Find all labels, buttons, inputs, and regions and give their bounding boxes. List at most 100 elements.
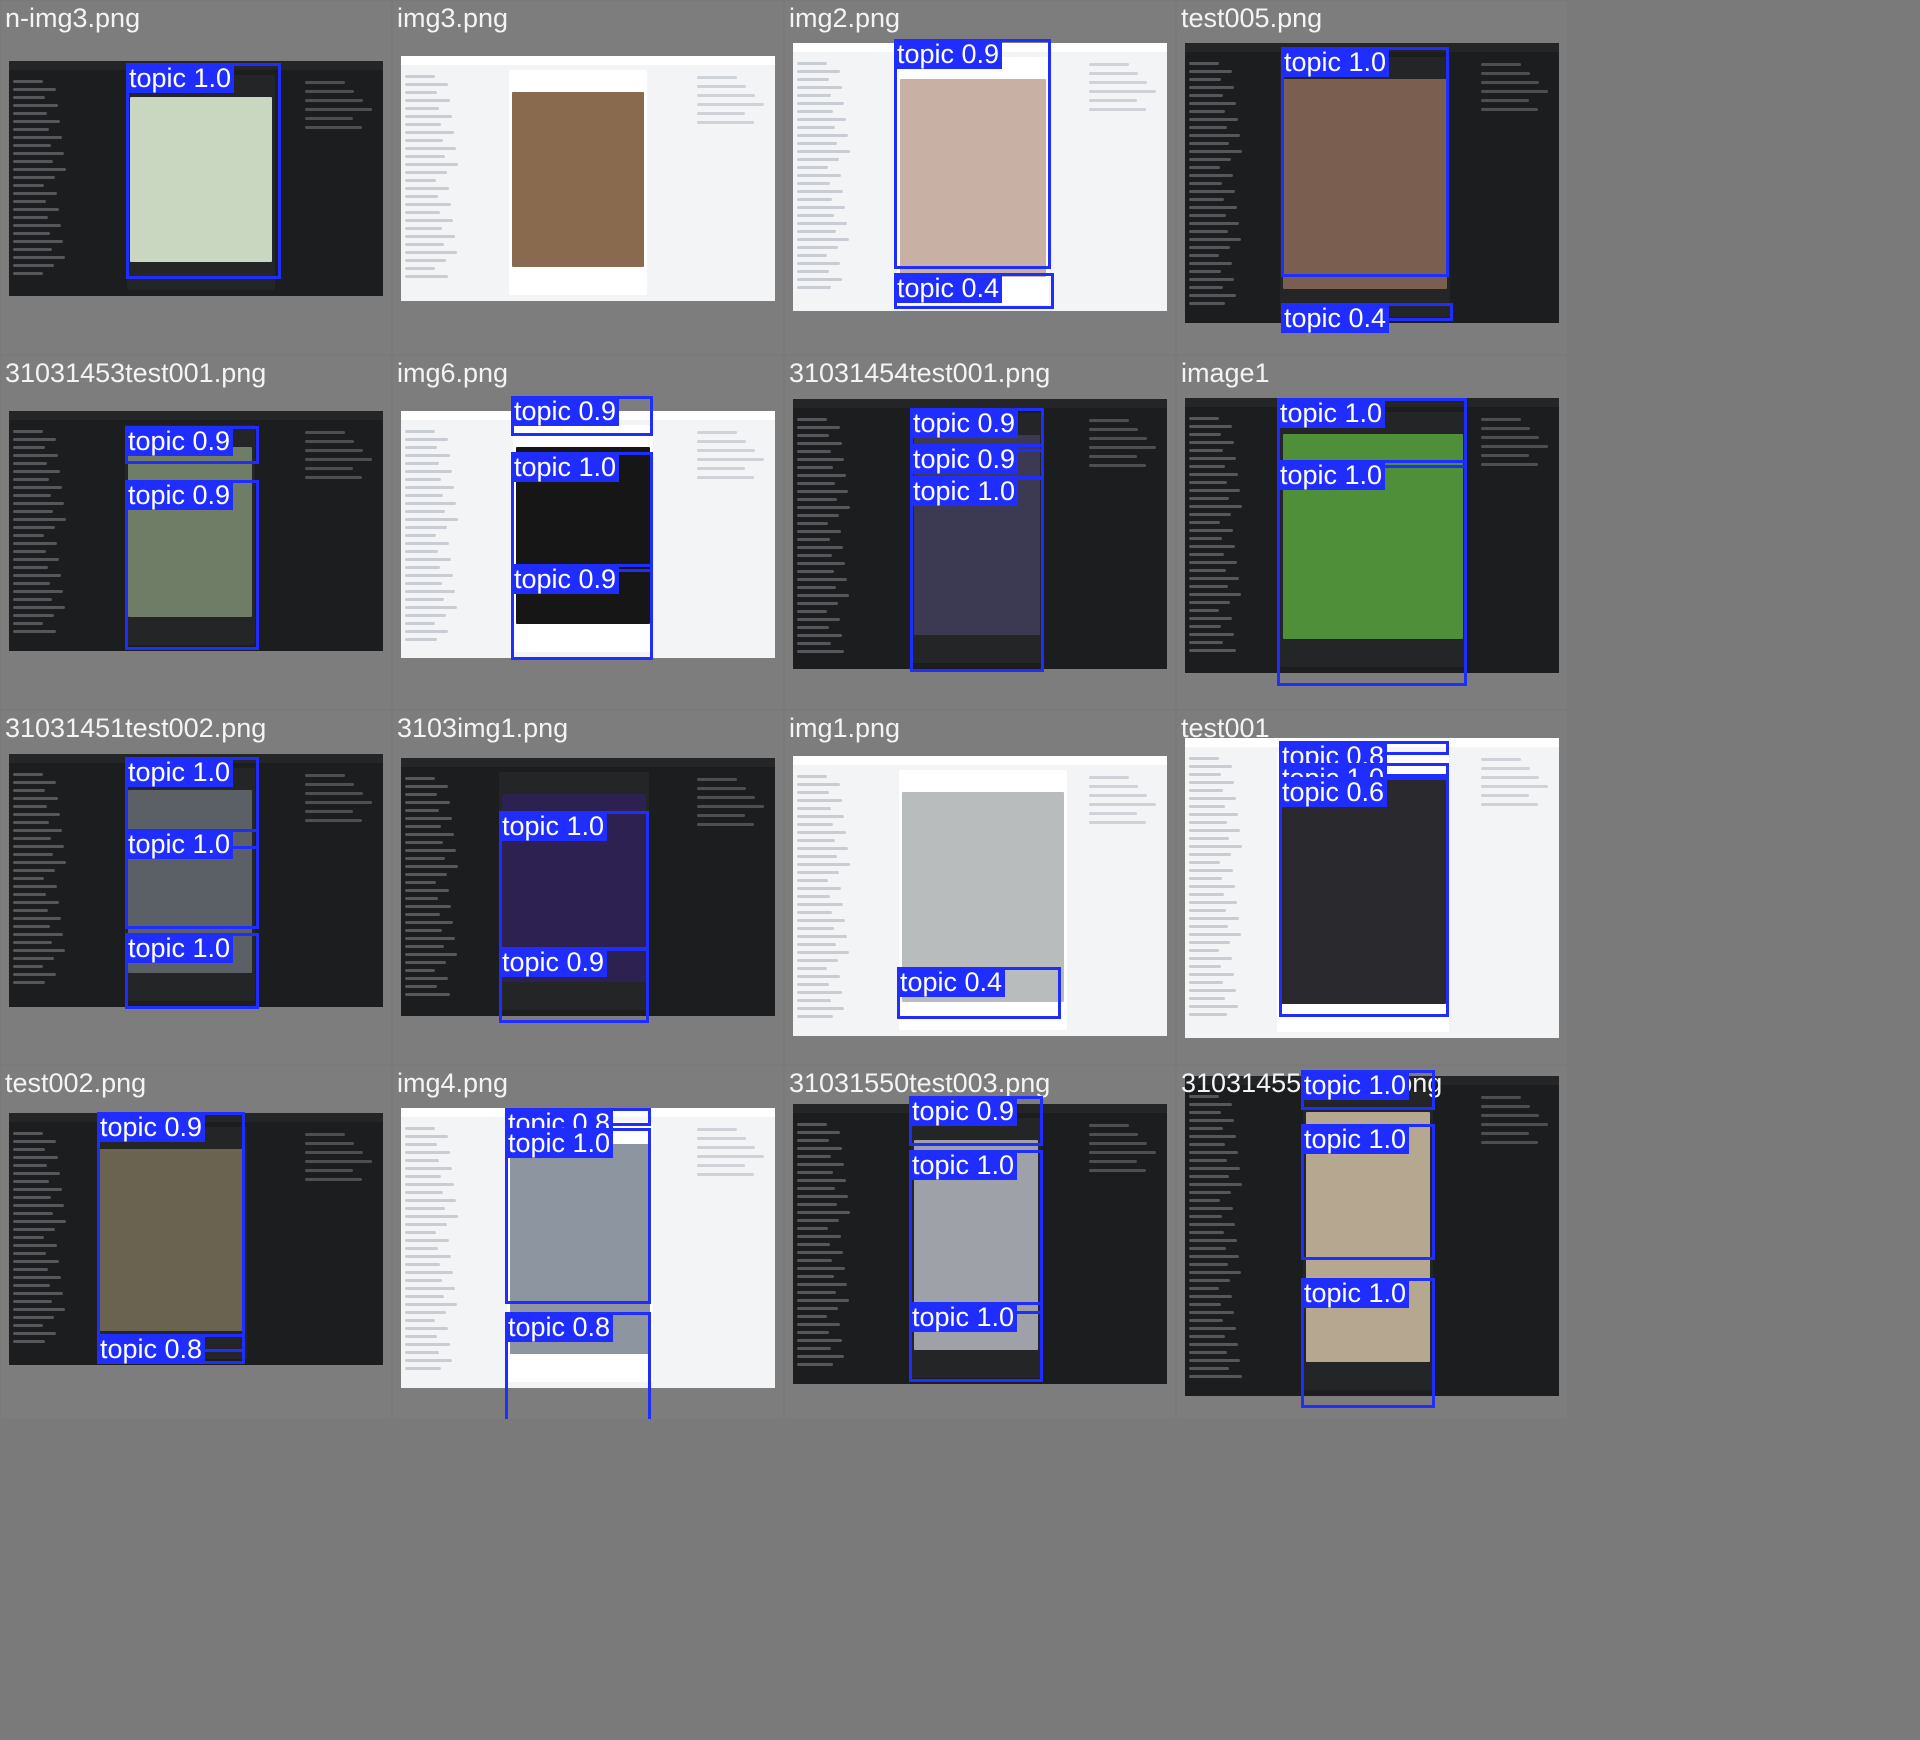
screenshot-tile: img6.png topic 0.9 topic 1.0 topic 0.9: [393, 356, 783, 709]
tile-filename: img1.png: [789, 713, 901, 743]
detection-label: topic 0.8: [505, 1312, 614, 1342]
feed-post: [1280, 57, 1450, 317]
right-sidebar: [697, 1122, 767, 1182]
detection-label: topic 0.9: [910, 444, 1019, 474]
feed-post: [97, 1127, 247, 1359]
detection-label: topic 0.8: [97, 1334, 206, 1364]
screenshot-tile: test002.png topic 0.9 topic 0.8: [1, 1066, 391, 1419]
left-sidebar: [405, 425, 463, 648]
feed-post: [897, 57, 1049, 305]
detection-label: topic 1.0: [1301, 1124, 1410, 1154]
tile-filename: img2.png: [789, 3, 901, 33]
right-sidebar: [697, 772, 767, 832]
left-sidebar: [13, 75, 71, 286]
top-navigation-bar: [9, 411, 383, 420]
feed-post: [125, 768, 255, 1001]
tile-filename: image1: [1181, 358, 1270, 388]
tile-filename: test002.png: [5, 1068, 147, 1098]
left-sidebar: [1189, 1090, 1247, 1386]
screenshot-tile: img4.png topic 0.8 topic 1.0 topic 0.8: [393, 1066, 783, 1419]
left-sidebar: [1189, 57, 1247, 313]
right-sidebar: [305, 1127, 375, 1187]
detection-box: [97, 1112, 245, 1352]
detection-label: topic 1.0: [125, 757, 234, 787]
top-navigation-bar: [401, 758, 775, 767]
tile-filename: img4.png: [397, 1068, 509, 1098]
facebook-feed-screenshot: [9, 61, 383, 296]
post-image: [512, 92, 644, 267]
left-sidebar: [405, 772, 463, 1006]
left-sidebar: [405, 1122, 463, 1378]
detection-label: topic 1.0: [499, 811, 608, 841]
detection-label: topic 0.9: [894, 39, 1003, 69]
facebook-feed-screenshot: [1185, 398, 1559, 673]
detection-label: topic 0.6: [1279, 777, 1388, 807]
tile-filename: 3103img1.png: [397, 713, 569, 743]
post-image: [1280, 774, 1446, 1004]
detection-label: topic 0.9: [97, 1112, 206, 1142]
right-sidebar: [1481, 412, 1551, 472]
post-image: [1283, 79, 1447, 289]
detection-label: topic 1.0: [909, 1302, 1018, 1332]
detection-label: topic 1.0: [505, 1128, 614, 1158]
detection-label: topic 1.0: [125, 933, 234, 963]
left-sidebar: [13, 768, 71, 997]
detection-label: topic 1.0: [1277, 460, 1386, 490]
tile-filename: test001: [1181, 713, 1270, 743]
feed-post: [509, 70, 647, 295]
left-sidebar: [797, 1118, 855, 1374]
detection-box: [1277, 460, 1467, 686]
detection-label: topic 1.0: [909, 1150, 1018, 1180]
right-sidebar: [697, 425, 767, 485]
left-sidebar: [405, 70, 463, 291]
detection-label: topic 0.9: [910, 408, 1019, 438]
right-sidebar: [1089, 413, 1159, 473]
facebook-feed-screenshot: [9, 1113, 383, 1365]
feed-post: [127, 75, 275, 290]
tile-filename: 31031453test001.png: [5, 358, 267, 388]
detection-box: [1281, 47, 1449, 277]
screenshot-tile: 31031453test001.png topic 0.9 topic 0.9: [1, 356, 391, 709]
post-image: [128, 447, 252, 617]
detection-label: topic 0.9: [909, 1096, 1018, 1126]
left-sidebar: [797, 770, 855, 1026]
right-sidebar: [1481, 57, 1551, 117]
right-sidebar: [305, 768, 375, 828]
top-navigation-bar: [793, 756, 1167, 765]
right-sidebar: [305, 75, 375, 135]
tile-filename: img6.png: [397, 358, 509, 388]
detection-label: topic 0.9: [511, 564, 620, 594]
detection-label: topic 0.9: [125, 426, 234, 456]
right-sidebar: [1481, 1090, 1551, 1150]
detection-label: topic 0.4: [897, 967, 1006, 997]
tile-filename: test005.png: [1181, 3, 1323, 33]
right-sidebar: [1089, 57, 1159, 117]
screenshot-tile: img2.png topic 0.9 topic 0.4: [785, 1, 1175, 354]
left-sidebar: [1189, 412, 1247, 663]
screenshot-tile: test005.png topic 1.0 topic 0.4: [1177, 1, 1567, 354]
detection-label: topic 0.4: [894, 273, 1003, 303]
screenshot-tile: img3.png: [393, 1, 783, 354]
detection-label: topic 0.4: [1281, 303, 1390, 333]
screenshot-tile: image1 topic 1.0 topic 1.0: [1177, 356, 1567, 709]
detection-label: topic 1.0: [1301, 1278, 1410, 1308]
left-sidebar: [13, 1127, 71, 1355]
top-navigation-bar: [401, 56, 775, 65]
screenshot-tile: 3103img1.png topic 1.0 topic 0.9: [393, 711, 783, 1064]
detection-label: topic 1.0: [511, 452, 620, 482]
post-image: [100, 1149, 244, 1331]
facebook-feed-screenshot: [401, 56, 775, 301]
detection-label: topic 1.0: [1277, 398, 1386, 428]
detection-label: topic 0.9: [125, 480, 234, 510]
tile-filename: 31031550test003.png: [789, 1068, 1051, 1098]
left-sidebar: [797, 413, 855, 659]
detection-box: [126, 63, 281, 279]
screenshot-tile: img1.png topic 0.4: [785, 711, 1175, 1064]
tile-filename: n-img3.png: [5, 3, 141, 33]
detection-box: [894, 39, 1051, 269]
right-sidebar: [1089, 770, 1159, 830]
left-sidebar: [797, 57, 855, 301]
screenshot-tile: 31031550test003.png topic 0.9 topic 1.0 top…: [785, 1066, 1175, 1419]
